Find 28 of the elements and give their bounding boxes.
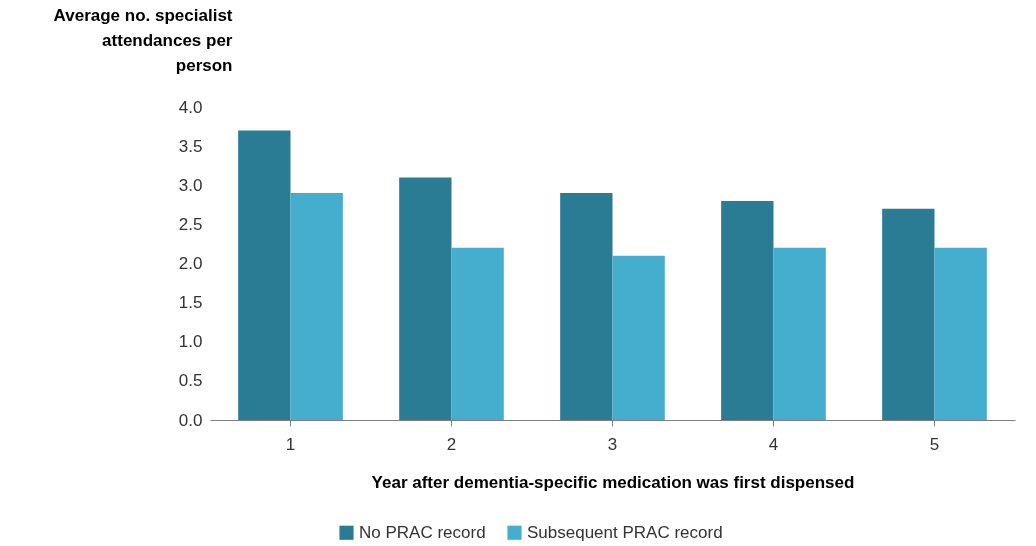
x-tick-label: 3 <box>607 434 618 454</box>
x-tick-label: 1 <box>285 434 296 454</box>
bar <box>934 247 987 420</box>
bar <box>451 247 504 420</box>
y-tick-label: 3.5 <box>178 136 203 156</box>
x-axis-title: Year after dementia-specific medication was first dispensed <box>371 472 855 492</box>
y-tick-label: 0.5 <box>178 371 203 391</box>
bar <box>773 247 826 420</box>
bar <box>238 130 291 420</box>
y-tick-label: 1.5 <box>178 293 203 313</box>
bar <box>612 255 665 420</box>
y-tick-label: 4.0 <box>178 97 203 117</box>
x-tick-label: 2 <box>446 434 457 454</box>
bar <box>882 208 935 420</box>
x-tick-label: 5 <box>929 434 940 454</box>
y-tick-label: 3.0 <box>178 175 203 195</box>
bar <box>560 193 613 420</box>
x-tick-label: 4 <box>768 434 779 454</box>
y-tick-label: 2.0 <box>178 254 203 273</box>
legend-label: No PRAC record <box>359 522 486 542</box>
bar <box>290 193 343 420</box>
y-tick-label: 2.5 <box>178 214 203 234</box>
y-tick-label: 1.0 <box>178 332 203 352</box>
bar <box>721 200 774 420</box>
y-tick-label: 0.0 <box>178 410 203 430</box>
bar <box>399 177 452 420</box>
y-axis-title: Average no. specialist attendances per person <box>53 5 233 75</box>
legend-label: Subsequent PRAC record <box>527 522 723 542</box>
